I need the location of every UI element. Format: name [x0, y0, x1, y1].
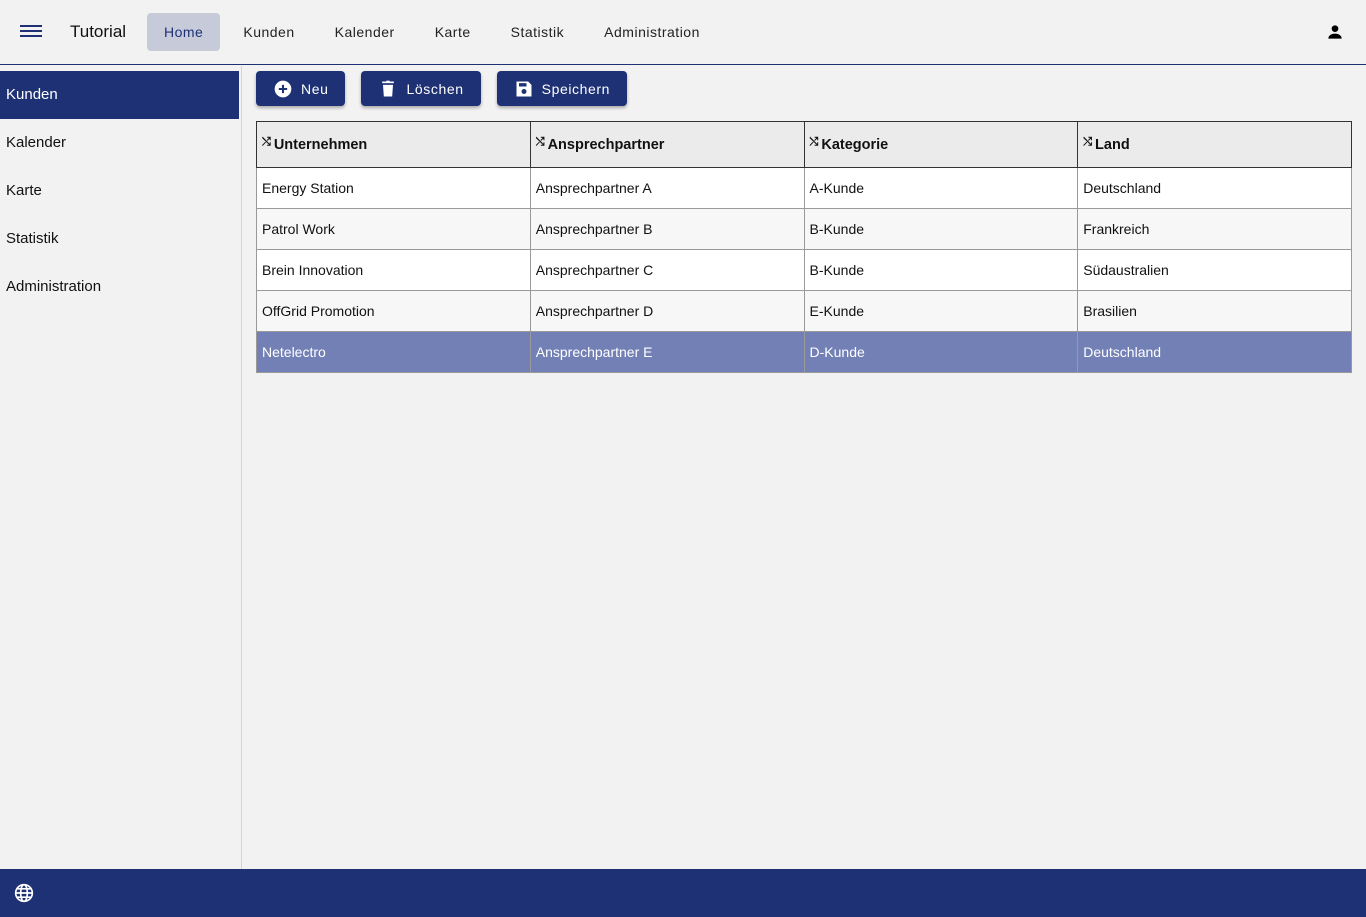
sort-icon: ⤭: [809, 136, 819, 148]
new-button[interactable]: Neu: [256, 71, 346, 106]
cell-land: Deutschland: [1077, 167, 1352, 209]
cell-unternehmen: Patrol Work: [256, 208, 531, 250]
column-label: Ansprechpartner: [547, 137, 665, 153]
column-label: Unternehmen: [273, 137, 368, 153]
user-icon[interactable]: [1325, 22, 1345, 42]
cell-unternehmen: Brein Innovation: [256, 249, 531, 291]
cell-unternehmen: OffGrid Promotion: [256, 290, 531, 332]
cell-land: Brasilien: [1077, 290, 1352, 332]
sidebar: Kunden Kalender Karte Statistik Administ…: [0, 66, 242, 869]
nav-kunden[interactable]: Kunden: [243, 24, 295, 40]
cell-ansprechpartner: Ansprechpartner E: [529, 331, 805, 373]
save-label: Speichern: [541, 80, 611, 97]
table-row[interactable]: Energy Station Ansprechpartner A A-Kunde De…: [256, 167, 1352, 209]
customer-table: ⤭ Unternehmen ⤭ Ansprechpartner ⤭ Kategorie…: [256, 121, 1352, 373]
app-title: Tutorial: [70, 22, 127, 41]
column-label: Land: [1095, 137, 1130, 153]
menu-icon[interactable]: [20, 22, 42, 42]
cell-land: Frankreich: [1077, 208, 1352, 250]
trash-icon: [382, 80, 395, 96]
delete-label: Löschen: [406, 80, 464, 97]
sidebar-item-statistik[interactable]: Statistik: [6, 230, 59, 247]
column-header-kategorie[interactable]: ⤭ Kategorie: [803, 121, 1079, 168]
cell-land: Deutschland: [1077, 331, 1352, 373]
toolbar: Neu Löschen Speichern: [256, 71, 628, 106]
cell-unternehmen: Netelectro: [256, 331, 531, 373]
top-nav: Home Kunden Kalender Karte Statistik Adm…: [147, 13, 723, 51]
column-header-unternehmen[interactable]: ⤭ Unternehmen: [256, 121, 531, 168]
footer: [0, 869, 1366, 917]
sidebar-item-karte[interactable]: Karte: [6, 182, 42, 199]
table-row[interactable]: Brein Innovation Ansprechpartner C B-Kunde…: [256, 249, 1352, 291]
cell-unternehmen: Energy Station: [256, 167, 531, 209]
save-icon: [516, 81, 532, 96]
table-row-selected[interactable]: Netelectro Ansprechpartner E D-Kunde Deutsc…: [256, 331, 1352, 373]
sidebar-item-administration[interactable]: Administration: [6, 278, 102, 295]
column-header-ansprechpartner[interactable]: ⤭ Ansprechpartner: [529, 121, 805, 168]
table-row[interactable]: Patrol Work Ansprechpartner B B-Kunde Frank…: [256, 208, 1352, 250]
cell-ansprechpartner: Ansprechpartner C: [529, 249, 805, 291]
cell-kategorie: E-Kunde: [803, 290, 1079, 332]
plus-circle-icon: [274, 80, 292, 97]
save-button[interactable]: Speichern: [496, 71, 628, 106]
cell-kategorie: A-Kunde: [803, 167, 1079, 209]
new-label: Neu: [301, 80, 329, 97]
nav-karte[interactable]: Karte: [434, 24, 471, 40]
sidebar-item-kalender[interactable]: Kalender: [6, 134, 67, 151]
cell-kategorie: B-Kunde: [803, 208, 1079, 250]
nav-kalender[interactable]: Kalender: [334, 24, 395, 40]
nav-statistik[interactable]: Statistik: [510, 24, 565, 40]
cell-ansprechpartner: Ansprechpartner A: [529, 167, 805, 209]
cell-ansprechpartner: Ansprechpartner B: [529, 208, 805, 250]
sort-icon: ⤭: [1083, 136, 1093, 148]
cell-kategorie: D-Kunde: [803, 331, 1079, 373]
nav-administration[interactable]: Administration: [604, 24, 700, 40]
top-bar: Tutorial Home Kunden Kalender Karte Stat…: [0, 0, 1366, 65]
sort-icon: ⤭: [535, 136, 545, 148]
delete-button[interactable]: Löschen: [361, 71, 481, 106]
table-row[interactable]: OffGrid Promotion Ansprechpartner D E-Kund…: [256, 290, 1352, 332]
column-header-land[interactable]: ⤭ Land: [1077, 121, 1352, 168]
cell-land: Südaustralien: [1077, 249, 1352, 291]
sidebar-item-kunden[interactable]: Kunden: [0, 71, 239, 119]
column-label: Kategorie: [821, 137, 889, 153]
cell-kategorie: B-Kunde: [803, 249, 1079, 291]
globe-icon[interactable]: [14, 883, 34, 903]
sort-icon: ⤭: [262, 136, 271, 148]
cell-ansprechpartner: Ansprechpartner D: [529, 290, 805, 332]
nav-home[interactable]: Home: [147, 13, 221, 51]
